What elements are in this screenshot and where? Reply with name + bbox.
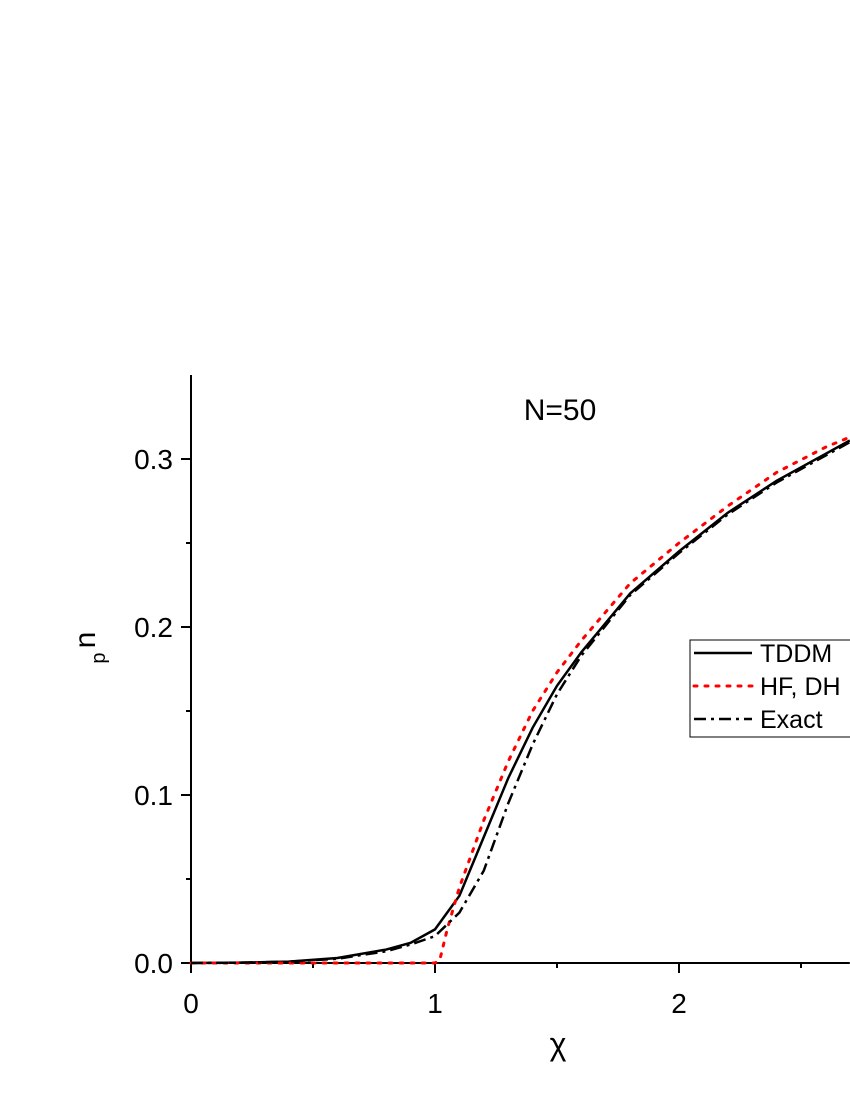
y-axis-label-subscript: p (88, 652, 110, 663)
legend-label: Exact (760, 706, 823, 734)
y-tick-label: 0.2 (134, 612, 173, 643)
y-tick-label: 0.1 (134, 780, 173, 811)
y-tick-label: 0.3 (134, 444, 173, 475)
x-tick-label: 1 (427, 988, 443, 1019)
legend: TDDM HF, DH Exact (689, 639, 850, 738)
series-line (189, 435, 850, 965)
legend-label: TDDM (760, 640, 832, 668)
series-line (190, 439, 850, 965)
y-axis-label-main: n (69, 632, 102, 649)
x-axis-label: χ (550, 1026, 567, 1062)
chart-title: N=50 (524, 394, 597, 427)
legend-label: HF, DH (760, 673, 841, 701)
legend-box (689, 639, 850, 738)
y-axis-label: n p (69, 632, 110, 664)
x-tick-label: 2 (671, 988, 687, 1019)
y-tick-label: 0.0 (134, 948, 173, 979)
series-line (190, 441, 850, 965)
x-tick-label: 0 (183, 988, 199, 1019)
